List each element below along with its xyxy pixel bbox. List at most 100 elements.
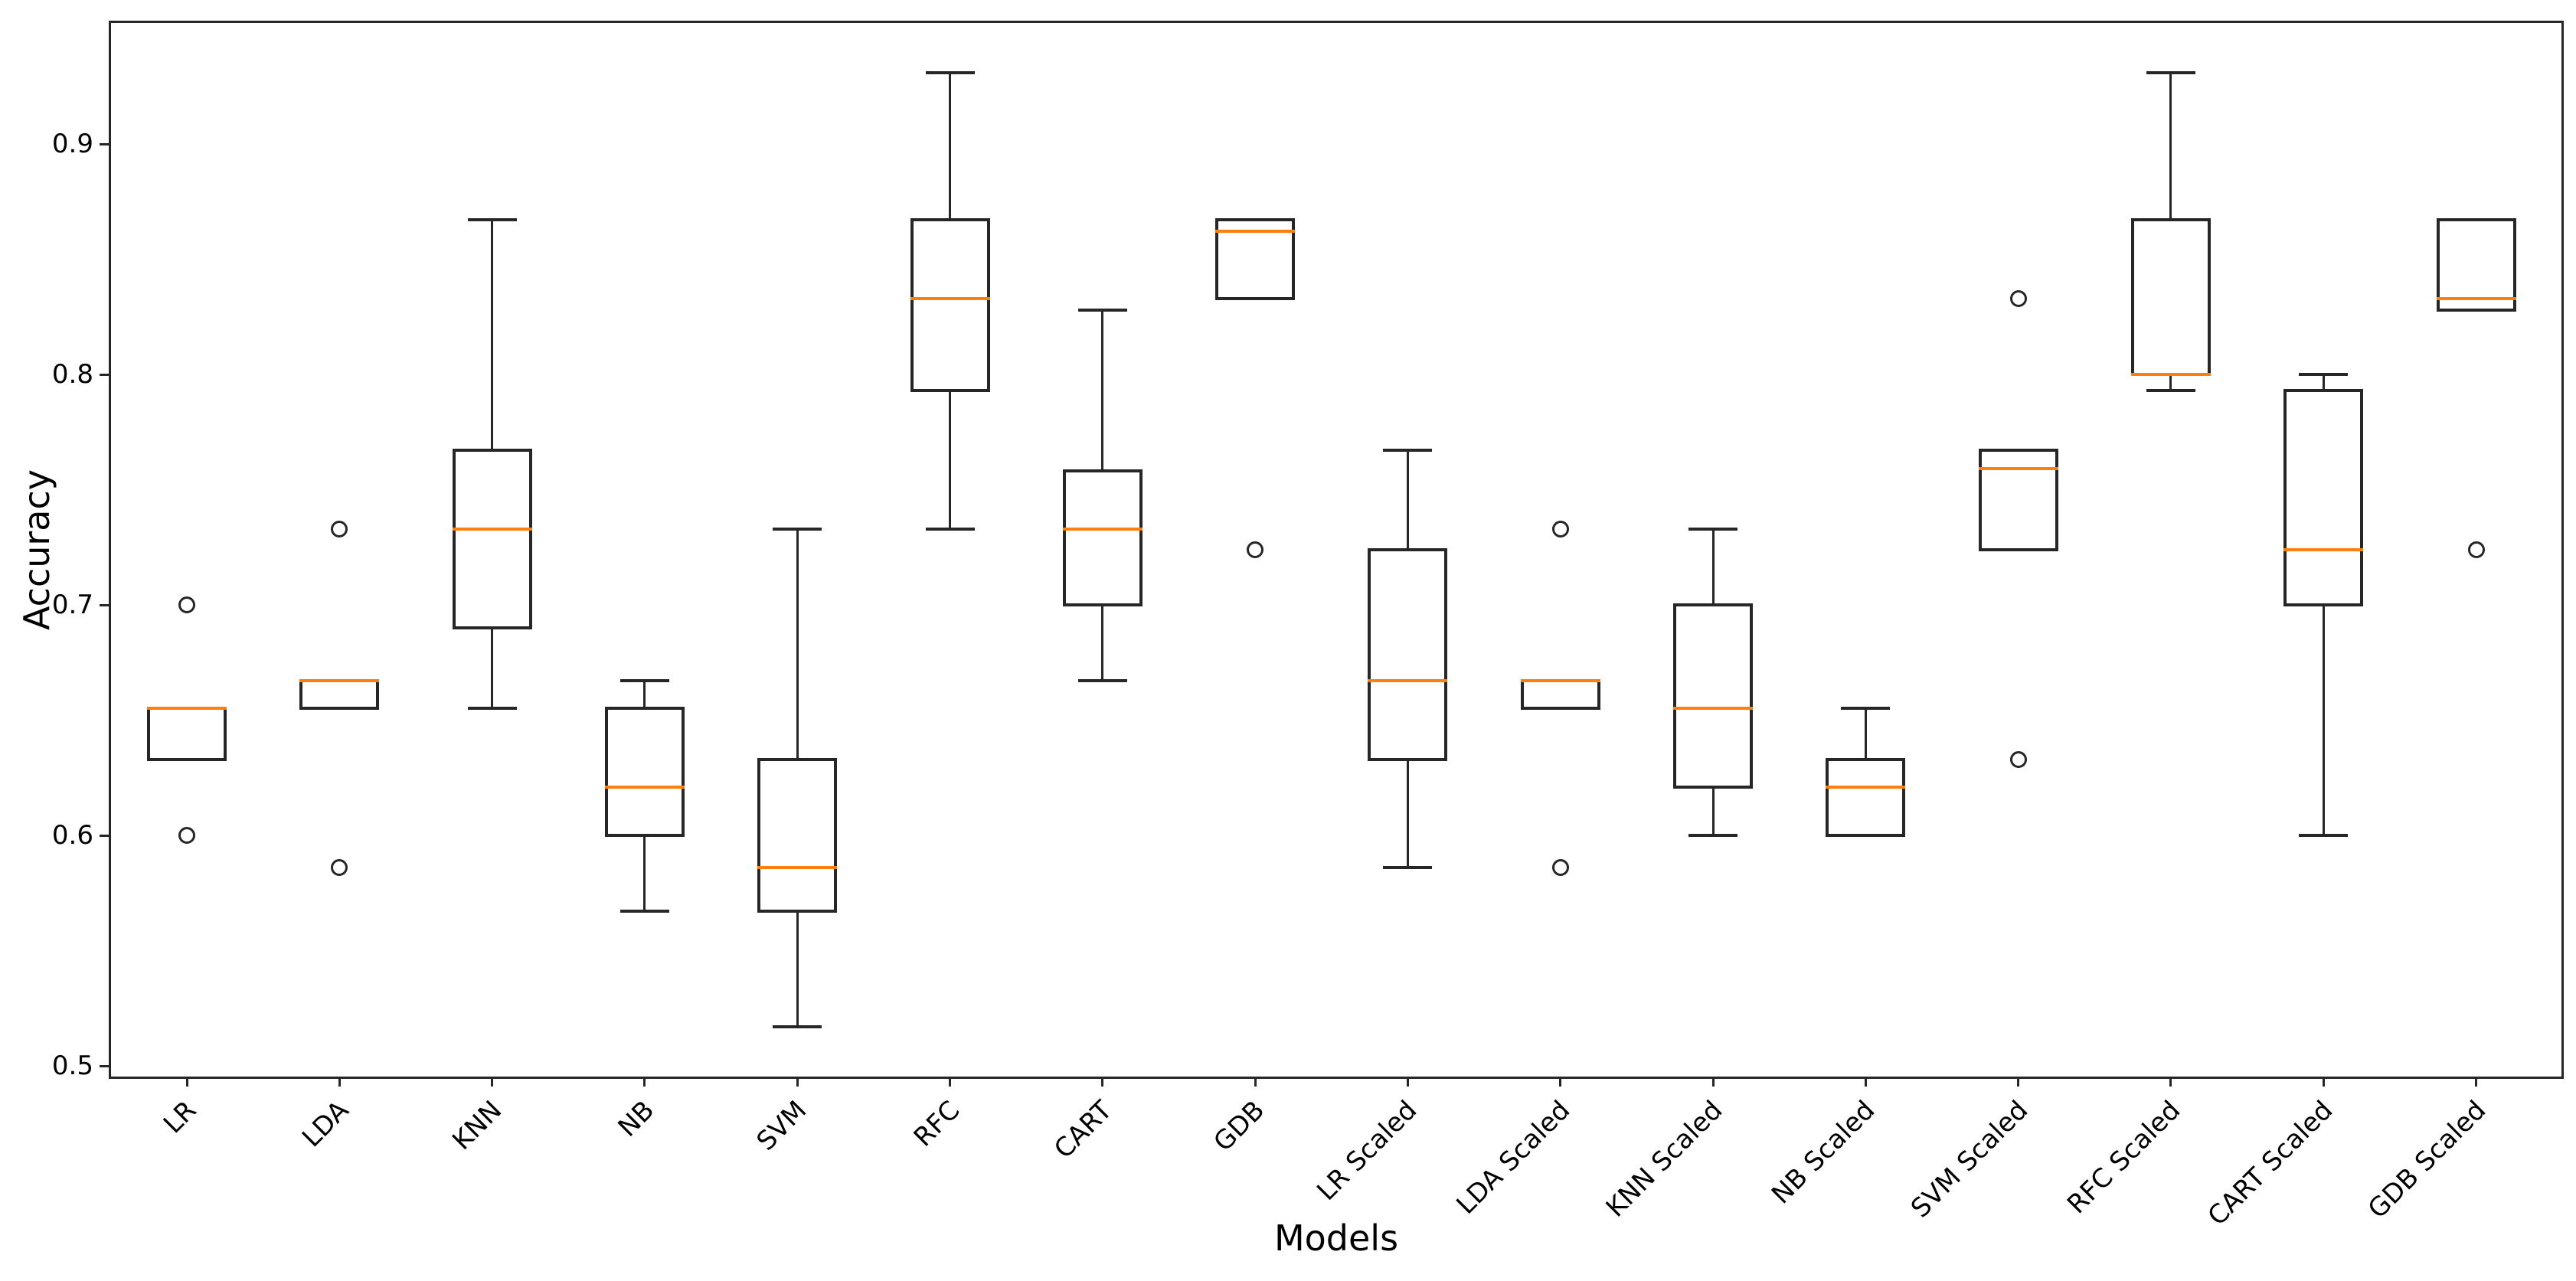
median-line [1062, 527, 1143, 531]
whisker-cap-lower [1077, 679, 1127, 683]
whisker-upper [1101, 309, 1104, 472]
whisker-cap-lower [925, 527, 975, 531]
y-tick-mark [100, 834, 110, 837]
whisker-upper [1711, 528, 1715, 605]
whisker-upper [491, 220, 494, 451]
x-tick-mark [2322, 1077, 2325, 1087]
box-rect [1826, 757, 1906, 837]
outlier-point [1247, 541, 1264, 558]
box-rect [299, 679, 380, 711]
outlier-point [331, 859, 348, 877]
box-rect [147, 707, 227, 761]
whisker-cap-upper [1688, 527, 1737, 531]
whisker-cap-upper [2146, 70, 2195, 74]
whisker-lower [643, 835, 646, 912]
x-tick-label: SVM Scaled [1904, 1095, 2034, 1224]
outlier-point [1551, 859, 1569, 877]
x-tick-mark [1254, 1077, 1257, 1087]
median-line [2283, 547, 2364, 551]
x-tick-label: KNN Scaled [1600, 1095, 1729, 1224]
box-rect [2283, 389, 2364, 606]
median-line [452, 527, 532, 531]
whisker-lower [491, 628, 494, 709]
whisker-upper [949, 72, 951, 221]
whisker-cap-upper [1841, 707, 1891, 711]
box-rect [1978, 449, 2058, 551]
whisker-cap-upper [1077, 308, 1127, 312]
box-rect [1368, 547, 1448, 761]
x-tick-mark [1559, 1077, 1562, 1087]
x-tick-label: RFC Scaled [2061, 1095, 2187, 1221]
x-tick-label: LDA [296, 1095, 355, 1154]
x-tick-mark [338, 1077, 341, 1087]
outlier-point [331, 520, 348, 538]
box-rect [1215, 218, 1296, 300]
whisker-cap-upper [619, 679, 669, 683]
box-rect [1062, 469, 1143, 606]
x-tick-label: RFC [907, 1095, 966, 1153]
x-tick-label: GDB Scaled [2362, 1095, 2492, 1225]
box-rect [452, 449, 532, 630]
outlier-point [2009, 750, 2027, 768]
outlier-point [178, 827, 195, 844]
x-tick-label: GDB [1208, 1095, 1271, 1158]
x-tick-label: LDA Scaled [1450, 1095, 1576, 1221]
x-tick-label: CART Scaled [2202, 1095, 2339, 1232]
median-line [147, 707, 227, 711]
median-line [1978, 467, 2058, 471]
x-tick-label: CART [1048, 1095, 1119, 1165]
whisker-upper [2322, 374, 2325, 391]
whisker-cap-lower [2146, 389, 2195, 393]
whisker-cap-lower [2299, 834, 2349, 837]
median-line [1215, 230, 1296, 234]
box-rect [604, 707, 685, 837]
whisker-lower [2322, 605, 2325, 835]
x-tick-mark [949, 1077, 951, 1087]
x-tick-label: KNN [446, 1095, 508, 1157]
x-tick-label: LR [157, 1095, 203, 1140]
outlier-point [1551, 520, 1569, 538]
whisker-lower [949, 391, 951, 529]
median-line [1826, 785, 1906, 789]
whisker-upper [796, 528, 799, 760]
y-tick-label: 0.9 [51, 129, 93, 159]
whisker-lower [796, 911, 799, 1027]
median-line [604, 785, 685, 789]
whisker-upper [1406, 450, 1409, 550]
median-line [1520, 679, 1600, 683]
whisker-cap-lower [1383, 866, 1433, 870]
x-tick-mark [1711, 1077, 1715, 1087]
whisker-upper [1864, 708, 1867, 760]
y-tick-label: 0.7 [51, 590, 93, 620]
y-tick-mark [100, 603, 110, 606]
y-tick-mark [100, 142, 110, 145]
x-tick-mark [1864, 1077, 1867, 1087]
x-tick-mark [643, 1077, 646, 1087]
median-line [910, 296, 990, 300]
box-rect [1520, 679, 1600, 711]
y-tick-label: 0.5 [51, 1051, 93, 1081]
median-line [2436, 296, 2516, 300]
outlier-point [2009, 289, 2027, 307]
x-tick-label: SVM [750, 1095, 813, 1157]
whisker-cap-lower [467, 707, 517, 711]
box-rect [910, 218, 990, 393]
x-tick-label: NB Scaled [1766, 1095, 1881, 1211]
x-tick-mark [491, 1077, 494, 1087]
whisker-cap-upper [467, 218, 517, 222]
x-tick-mark [2475, 1077, 2477, 1087]
x-axis-label: Models [1273, 1217, 1399, 1259]
x-tick-label: LR Scaled [1311, 1095, 1424, 1207]
outlier-point [2467, 541, 2485, 558]
box-rect [1673, 603, 1753, 789]
x-tick-mark [2169, 1077, 2172, 1087]
x-tick-mark [1101, 1077, 1104, 1087]
median-line [1368, 679, 1448, 683]
whisker-cap-lower [1688, 834, 1737, 837]
median-line [2130, 373, 2211, 376]
median-line [1673, 707, 1753, 711]
whisker-lower [1101, 605, 1104, 681]
whisker-cap-lower [619, 910, 669, 913]
whisker-upper [643, 681, 646, 709]
